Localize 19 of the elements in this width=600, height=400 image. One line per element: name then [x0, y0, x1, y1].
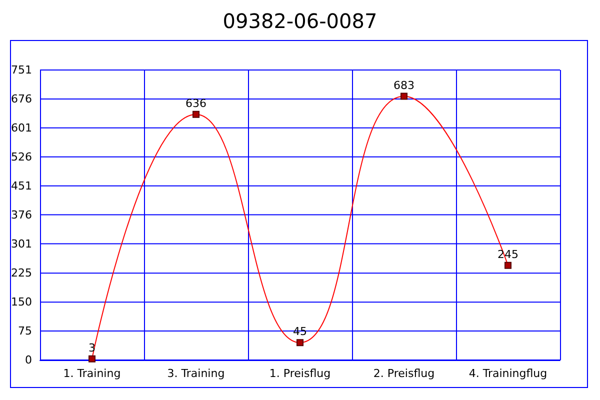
x-tick-label: 2. Preisflug — [373, 367, 435, 380]
y-tick-label: 601 — [11, 121, 32, 134]
x-tick-label: 1. Preisflug — [269, 367, 331, 380]
y-tick-label: 301 — [11, 237, 32, 250]
x-tick-label: 4. Trainingflug — [468, 367, 548, 380]
y-tick-label: 150 — [11, 296, 32, 309]
y-tick-label: 526 — [11, 150, 32, 164]
x-tick-label: 1. Training — [63, 367, 121, 380]
y-tick-label: 0 — [25, 354, 32, 366]
y-tick-label: 376 — [11, 208, 32, 222]
x-tick-label: 3. Training — [167, 367, 225, 380]
y-tick-label: 751 — [11, 64, 32, 76]
chart-title: 09382-06-0087 — [222, 9, 378, 33]
y-tick-label: 676 — [11, 92, 32, 106]
data-label: 636 — [186, 96, 206, 110]
data-label: 683 — [394, 78, 414, 92]
y-tick-label: 451 — [11, 179, 32, 192]
y-tick-label: 75 — [18, 324, 32, 338]
y-tick-label: 225 — [11, 266, 32, 280]
